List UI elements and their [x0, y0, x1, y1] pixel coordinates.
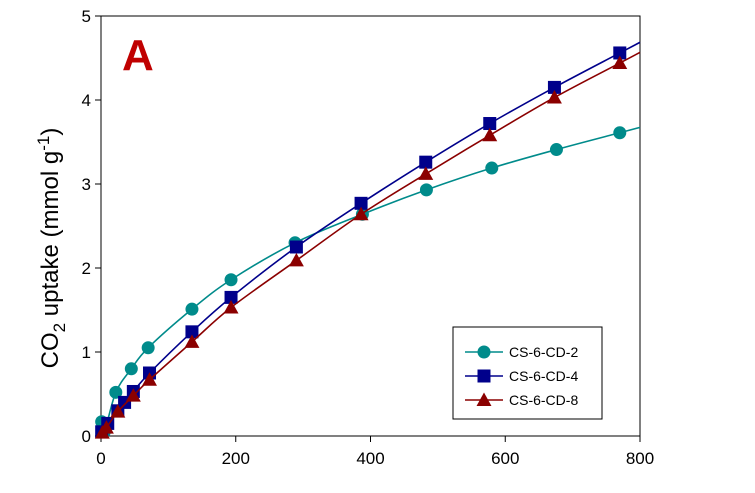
data-point: [549, 143, 563, 157]
data-point: [224, 290, 238, 304]
x-tick-label: 400: [356, 449, 384, 468]
data-point: [546, 90, 562, 104]
data-point: [98, 420, 114, 434]
y-tick-label: 4: [82, 91, 91, 110]
data-point: [184, 334, 200, 348]
series-triangle: [94, 51, 641, 439]
y-axis-label: CO2 uptake (mmol g-1): [34, 128, 69, 369]
x-tick-label: 600: [491, 449, 519, 468]
data-point: [418, 166, 434, 180]
legend-marker: [477, 369, 491, 383]
axes: 0 200 400 600 800 0 1 2 3 4 5: [82, 7, 655, 468]
x-tick-label: 200: [222, 449, 250, 468]
data-point: [419, 155, 433, 169]
data-point: [109, 385, 123, 399]
data-point: [124, 362, 138, 376]
series-layer: [94, 41, 641, 439]
x-tick-label: 800: [626, 449, 654, 468]
data-point: [142, 372, 157, 386]
legend-label: CS-6-CD-8: [509, 392, 578, 408]
y-tick-label: 1: [82, 343, 91, 362]
data-point: [485, 161, 499, 175]
data-point: [613, 126, 627, 140]
data-point: [353, 206, 369, 221]
data-point: [354, 196, 368, 210]
data-point: [125, 388, 141, 402]
legend-label: CS-6-CD-4: [509, 368, 578, 384]
legend-marker: [477, 345, 491, 359]
data-point: [547, 80, 561, 94]
data-point: [289, 240, 303, 254]
data-point: [419, 183, 433, 197]
x-tick-label: 0: [96, 449, 105, 468]
y-tick-label: 0: [82, 427, 91, 446]
legend: CS-6-CD-2 CS-6-CD-4 CS-6-CD-8: [452, 326, 603, 420]
y-tick-label: 3: [82, 175, 91, 194]
data-point: [185, 302, 199, 316]
y-tick-label: 2: [82, 259, 91, 278]
data-point: [110, 404, 126, 418]
data-point: [288, 252, 304, 267]
data-point: [224, 273, 238, 287]
data-point: [185, 325, 199, 339]
legend-label: CS-6-CD-2: [509, 344, 578, 360]
data-point: [613, 46, 627, 60]
legend-marker: [476, 392, 492, 406]
data-point: [141, 341, 155, 355]
data-point: [482, 127, 498, 142]
data-point: [223, 300, 239, 314]
data-point: [612, 55, 628, 70]
data-point: [483, 117, 497, 131]
y-tick-label: 5: [82, 7, 91, 26]
panel-label: A: [122, 31, 154, 80]
